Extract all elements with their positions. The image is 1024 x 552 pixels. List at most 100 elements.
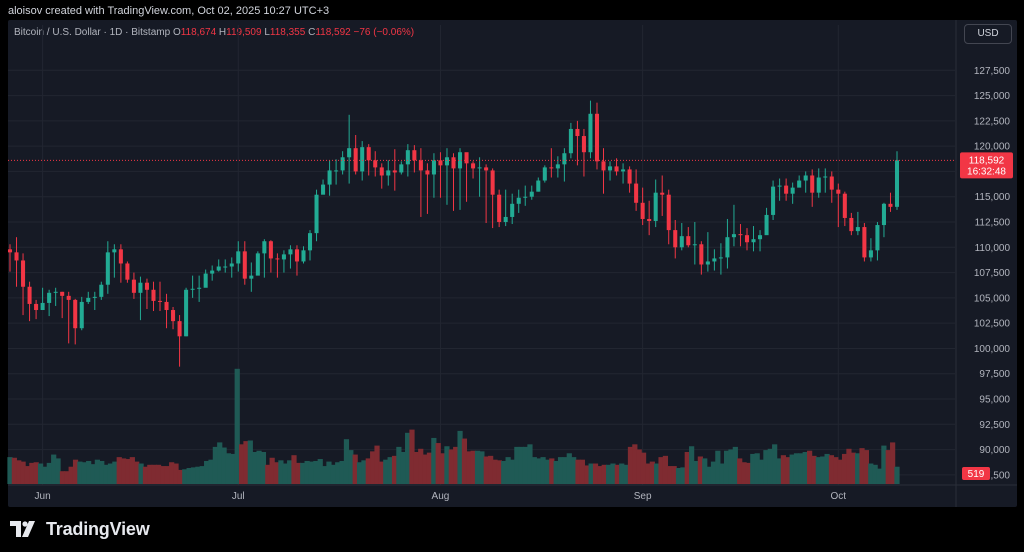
volume-bar <box>474 450 481 484</box>
volume-bar <box>112 461 118 484</box>
ohlc-legend: Bitcoin / U.S. Dollar · 1D · Bitstamp O1… <box>14 27 414 38</box>
volume-bar <box>282 463 288 484</box>
symbol-label[interactable]: Bitcoin / U.S. Dollar · 1D · Bitstamp <box>14 27 171 38</box>
volume-bar <box>601 464 607 484</box>
volume-bar <box>645 463 651 484</box>
volume-bar <box>488 455 494 484</box>
volume-bar <box>815 457 821 484</box>
candle-body <box>418 160 423 171</box>
volume-bar <box>855 453 861 484</box>
volume-bar <box>850 452 856 484</box>
candle-body <box>444 157 449 166</box>
volume-bar <box>291 455 297 484</box>
y-tick-label: 100,000 <box>974 344 1011 355</box>
candle-body <box>399 164 404 173</box>
volume-bar <box>876 468 883 484</box>
candle-body <box>640 202 645 219</box>
volume-bar <box>195 466 201 484</box>
volume-bar <box>536 458 542 484</box>
volume-bar <box>335 462 341 484</box>
candle-body <box>190 288 195 290</box>
volume-bar <box>872 464 878 484</box>
candle-body <box>40 302 45 311</box>
volume-bar <box>182 469 188 484</box>
candle-body <box>764 214 769 236</box>
volume-bar <box>514 446 520 484</box>
candle-body <box>268 241 273 259</box>
y-tick-label: 105,000 <box>974 293 1011 304</box>
volume-bar <box>671 466 677 484</box>
volume-bar <box>29 462 35 484</box>
currency-button[interactable]: USD <box>964 24 1012 44</box>
candle-body <box>347 148 352 158</box>
volume-bar <box>247 440 253 484</box>
candle-body <box>99 284 104 297</box>
candle-body <box>340 157 345 171</box>
tradingview-logo-icon <box>10 521 35 537</box>
candle-body <box>412 150 417 161</box>
volume-bar <box>190 467 197 484</box>
y-tick-label: 127,500 <box>974 66 1011 77</box>
volume-bar <box>623 464 629 484</box>
candle-body <box>653 192 658 221</box>
volume-bar <box>68 466 74 484</box>
volume-bar <box>689 446 695 484</box>
volume-bar <box>833 457 839 484</box>
volume-bar <box>579 459 585 484</box>
volume-bar <box>317 459 323 484</box>
volume-bar <box>466 451 472 484</box>
volume-bar <box>719 463 725 484</box>
candle-body <box>112 249 117 253</box>
candle-body <box>327 170 332 185</box>
volume-bar <box>431 437 437 484</box>
candle-body <box>458 152 463 169</box>
volume-bar <box>741 462 747 484</box>
volume-bar <box>584 465 590 484</box>
candle-body <box>105 252 110 285</box>
volume-bar <box>378 461 385 484</box>
candle-body <box>666 194 671 231</box>
volume-bar <box>470 450 476 484</box>
candle-body <box>360 147 365 172</box>
candle-body <box>73 299 78 329</box>
candle-body <box>823 176 828 178</box>
volume-bar <box>710 461 717 484</box>
chart-panel[interactable] <box>8 20 1017 507</box>
volume-bar <box>90 464 96 484</box>
volume-bar <box>269 457 275 484</box>
volume-bar <box>461 438 468 484</box>
volume-bar <box>24 466 31 484</box>
candle-body <box>451 157 456 169</box>
volume-bar <box>125 459 131 484</box>
volume-bar <box>273 462 280 484</box>
volume-bar <box>129 457 135 484</box>
volume-bar <box>217 442 223 484</box>
volume-bar <box>42 466 48 484</box>
candle-body <box>692 244 697 246</box>
candle-body <box>379 167 384 176</box>
candle-body <box>314 194 319 234</box>
volume-bar <box>313 460 319 484</box>
brand-logo[interactable]: TradingView <box>10 517 150 541</box>
volume-bar <box>418 448 424 484</box>
candle-body <box>66 295 71 300</box>
volume-bar <box>453 446 459 484</box>
volume-bar <box>723 450 730 484</box>
candle-body <box>242 251 247 279</box>
y-tick-label: 92,500 <box>979 420 1010 431</box>
candle-body <box>699 244 704 265</box>
volume-bar <box>134 461 140 484</box>
volume-bar <box>20 461 26 484</box>
volume-bar <box>278 460 284 484</box>
volume-bar <box>505 457 511 484</box>
candle-body <box>425 170 430 175</box>
candle-body <box>203 273 208 288</box>
candle-body <box>627 169 632 184</box>
candle-body <box>634 183 639 203</box>
candle-body <box>464 152 469 164</box>
volume-bar <box>732 446 738 484</box>
candle-body <box>725 237 730 258</box>
volume-bar <box>715 450 721 484</box>
